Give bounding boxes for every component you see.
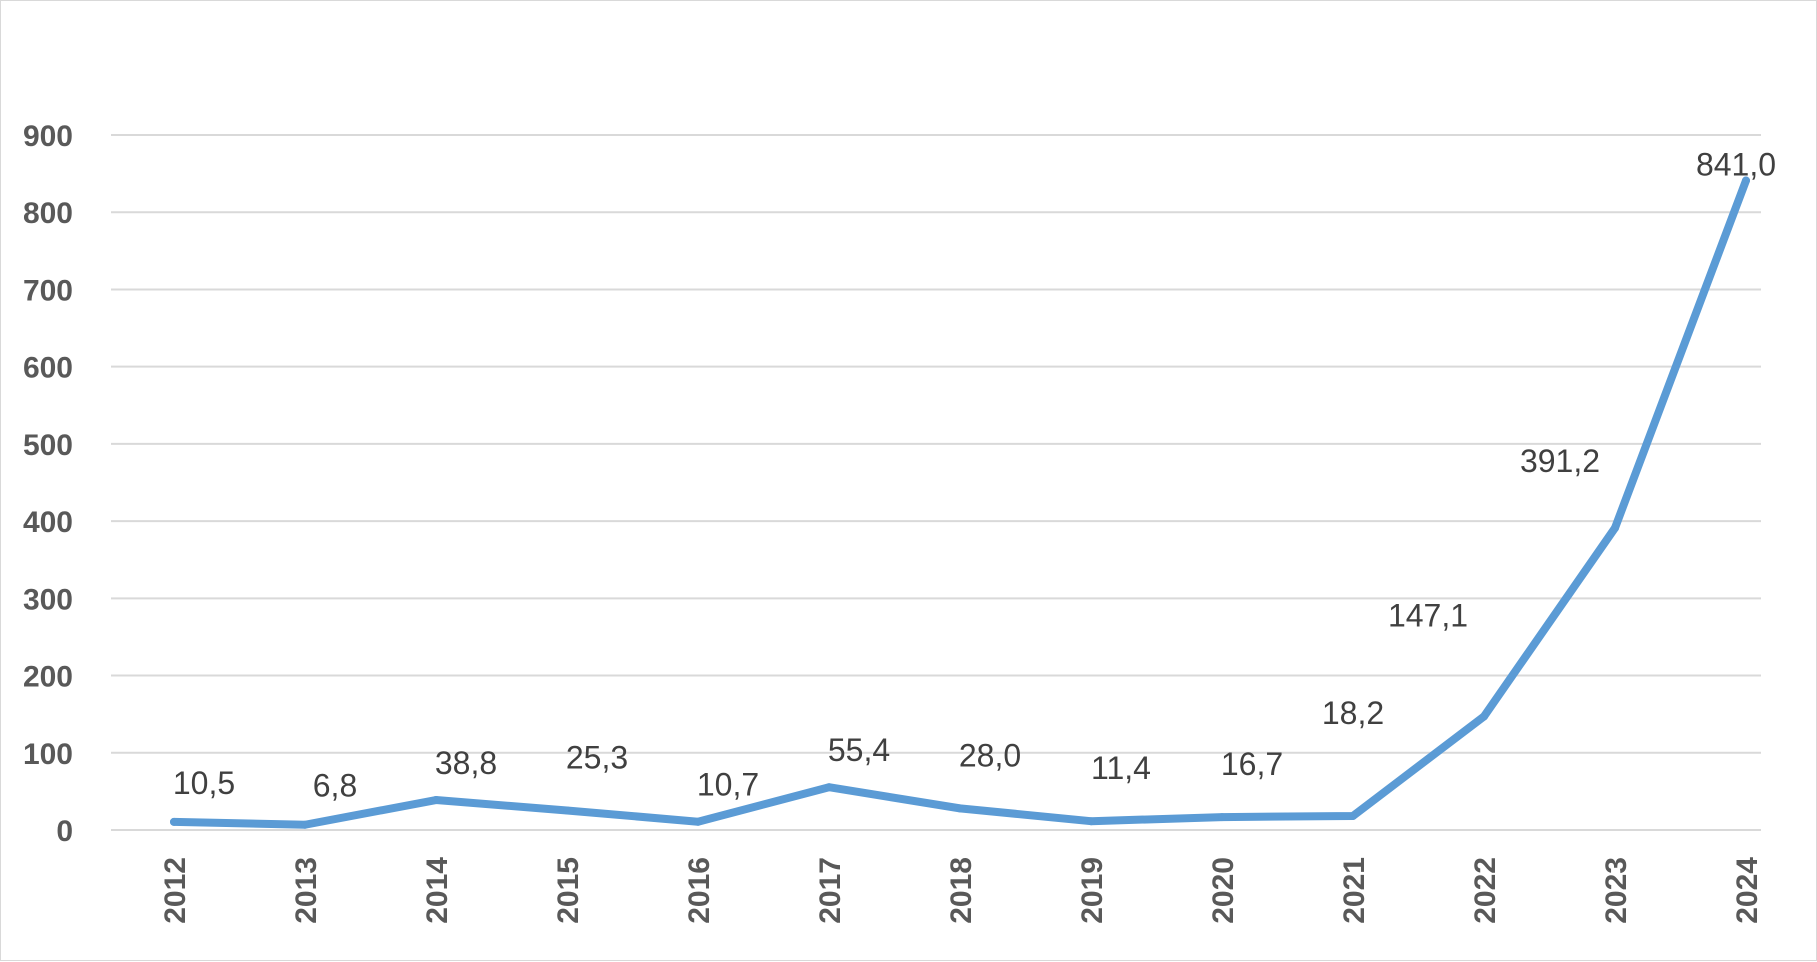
gridlines — [111, 134, 1761, 831]
y-tick-label: 500 — [23, 429, 73, 462]
x-tick-label: 2018 — [945, 857, 978, 924]
data-point — [1480, 712, 1488, 721]
x-tick-label: 2020 — [1207, 857, 1240, 924]
x-tick-label: 2022 — [1469, 857, 1502, 924]
y-tick-label: 600 — [23, 352, 73, 385]
x-tick-label: 2013 — [290, 857, 323, 924]
x-tick-label: 2016 — [683, 857, 716, 924]
x-tick-label: 2024 — [1731, 857, 1764, 924]
data-point — [1087, 817, 1095, 826]
x-tick-label: 2012 — [159, 857, 192, 924]
y-tick-label: 300 — [23, 583, 73, 616]
data-point — [825, 783, 833, 792]
y-tick-label: 400 — [23, 506, 73, 539]
data-label: 18,2 — [1322, 695, 1384, 731]
data-point — [563, 806, 571, 815]
data-label: 28,0 — [959, 737, 1021, 773]
data-point — [1349, 811, 1357, 820]
data-point — [1611, 523, 1619, 532]
y-tick-label: 800 — [23, 197, 73, 230]
y-tick-label: 0 — [56, 815, 73, 848]
data-point — [694, 817, 702, 826]
series-line-layer — [170, 176, 1750, 829]
x-tick-label: 2019 — [1076, 857, 1109, 924]
series-line — [170, 176, 1750, 829]
data-label: 391,2 — [1520, 443, 1600, 479]
data-point — [432, 796, 440, 805]
y-tick-label: 200 — [23, 661, 73, 694]
x-tick-label: 2015 — [552, 857, 585, 924]
data-label: 841,0 — [1696, 147, 1776, 183]
data-label: 55,4 — [828, 732, 890, 768]
data-label: 16,7 — [1221, 746, 1283, 782]
data-label: 10,5 — [173, 765, 235, 801]
x-tick-label: 2017 — [814, 857, 847, 924]
y-tick-label: 900 — [23, 120, 73, 153]
data-label: 38,8 — [435, 745, 497, 781]
data-point — [1742, 176, 1750, 185]
data-label: 6,8 — [313, 768, 357, 804]
data-point — [301, 820, 309, 829]
data-point — [956, 804, 964, 813]
data-point — [170, 817, 178, 826]
x-tick-label: 2014 — [421, 857, 454, 924]
x-tick-label: 2021 — [1338, 857, 1371, 924]
y-tick-label: 100 — [23, 738, 73, 771]
x-tick-label: 2023 — [1600, 857, 1633, 924]
x-axis-tick-labels: 2012 2013 2014 2015 2016 2017 2018 2019 2020 2021… — [159, 857, 1764, 924]
data-label: 10,7 — [697, 767, 759, 803]
data-label: 11,4 — [1091, 750, 1151, 786]
y-tick-label: 700 — [23, 274, 73, 307]
data-point — [1218, 813, 1226, 822]
data-label: 25,3 — [566, 739, 628, 775]
data-labels: 10,5 6,8 38,8 25,3 10,7 55,4 28,0 11,4 16,7 18,2 1… — [173, 147, 1776, 804]
data-label: 147,1 — [1388, 597, 1468, 633]
y-axis-tick-labels: 0 100 200 300 400 500 600 700 800 900 — [23, 120, 73, 848]
